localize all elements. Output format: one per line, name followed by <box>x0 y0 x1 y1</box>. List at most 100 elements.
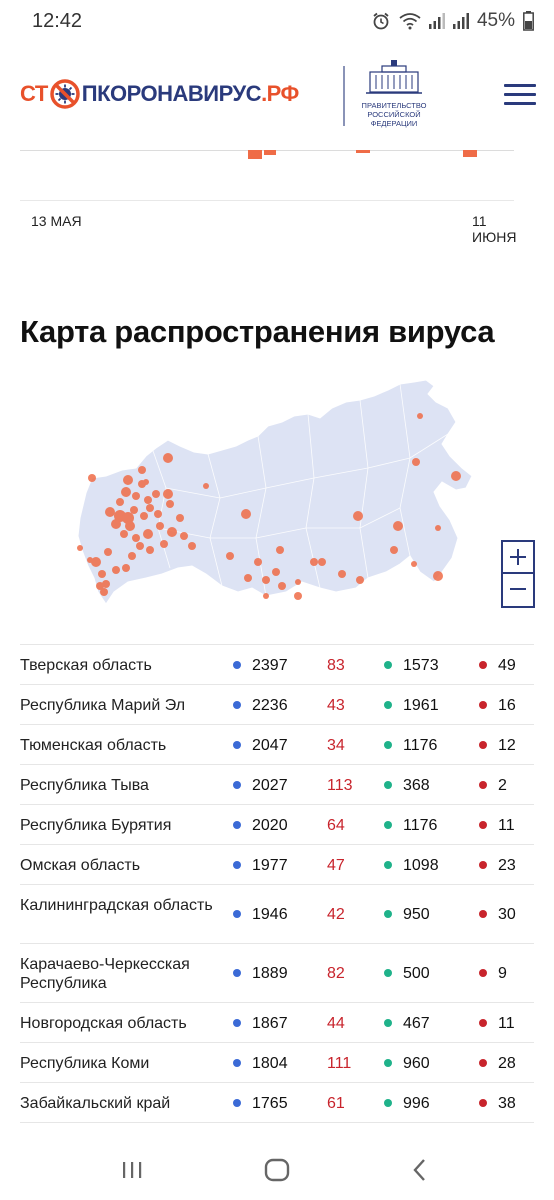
recovered-count: 1176 <box>403 737 438 754</box>
table-row[interactable]: Тюменская область 2047 34 1176 12 <box>20 725 534 765</box>
deaths-dot-icon <box>479 1059 487 1067</box>
deaths-count: 2 <box>498 777 507 794</box>
wifi-icon <box>399 13 421 30</box>
deaths-count: 11 <box>498 817 515 834</box>
deaths-dot-icon <box>479 1019 487 1027</box>
header-divider <box>343 66 345 126</box>
recovered-dot-icon <box>384 1059 392 1067</box>
table-row[interactable]: Калининградская область 1946 42 950 30 <box>20 885 534 944</box>
table-row[interactable]: Республика Бурятия 2020 64 1176 11 <box>20 805 534 845</box>
deaths-count: 23 <box>498 857 516 874</box>
confirmed-dot-icon <box>233 701 241 709</box>
deaths-count: 28 <box>498 1055 516 1072</box>
recovered-count: 368 <box>403 777 430 794</box>
deaths-dot-icon <box>479 861 487 869</box>
new-cases-count: 42 <box>327 906 345 923</box>
region-name: Тверская область <box>20 657 152 674</box>
recovered-count: 1176 <box>403 817 438 834</box>
recovered-dot-icon <box>384 969 392 977</box>
map-section-title: Карта распространения вируса <box>20 314 495 349</box>
region-name: Карачаево-Черкесская Республика <box>20 956 190 992</box>
confirmed-count: 2027 <box>252 777 288 794</box>
chart-bar <box>463 150 477 157</box>
region-name: Новгородская область <box>20 1015 187 1032</box>
region-name: Забайкальский край <box>20 1095 171 1112</box>
recovered-dot-icon <box>384 861 392 869</box>
recovered-count: 1961 <box>403 697 439 714</box>
recovered-dot-icon <box>384 1099 392 1107</box>
recovered-count: 996 <box>403 1095 430 1112</box>
deaths-dot-icon <box>479 741 487 749</box>
region-name: Тюменская область <box>20 737 167 754</box>
confirmed-dot-icon <box>233 969 241 977</box>
confirmed-dot-icon <box>233 661 241 669</box>
map-zoom-in-button[interactable] <box>501 540 535 574</box>
new-cases-count: 111 <box>327 1055 352 1072</box>
russia-map[interactable] <box>70 378 478 608</box>
new-cases-count: 64 <box>327 817 345 834</box>
confirmed-dot-icon <box>233 1019 241 1027</box>
confirmed-count: 1804 <box>252 1055 288 1072</box>
table-row[interactable]: Республика Коми 1804 111 960 28 <box>20 1043 534 1083</box>
table-row[interactable]: Новгородская область 1867 44 467 11 <box>20 1003 534 1043</box>
region-name: Республика Бурятия <box>20 817 172 834</box>
status-time: 12:42 <box>32 10 83 32</box>
deaths-count: 38 <box>498 1095 516 1112</box>
confirmed-count: 2236 <box>252 697 288 714</box>
new-cases-count: 61 <box>327 1095 345 1112</box>
back-icon[interactable] <box>410 1158 430 1182</box>
site-header: СТ ПКОРОНАВИРУС .РФ <box>0 56 554 136</box>
recent-apps-icon[interactable] <box>120 1158 144 1182</box>
table-row[interactable]: Республика Марий Эл 2236 43 1961 16 <box>20 685 534 725</box>
recovered-count: 960 <box>403 1055 430 1072</box>
confirmed-dot-icon <box>233 1099 241 1107</box>
status-bar: 12:42 45% <box>0 0 554 44</box>
home-icon[interactable] <box>264 1158 290 1182</box>
alarm-icon <box>373 12 389 30</box>
table-row[interactable]: Забайкальский край 1765 61 996 38 <box>20 1083 534 1123</box>
russia-land <box>77 379 473 605</box>
status-icons: 45% <box>371 10 534 32</box>
confirmed-dot-icon <box>233 861 241 869</box>
android-navigation-bar <box>0 1144 554 1200</box>
gov-text-line1: ПРАВИТЕЛЬСТВО <box>361 101 427 110</box>
table-row[interactable]: Республика Тыва 2027 113 368 2 <box>20 765 534 805</box>
battery-percent: 45% <box>476 10 515 31</box>
new-cases-count: 113 <box>327 777 353 794</box>
chart-x-end-label: 11 ИЮНЯ <box>472 213 517 245</box>
deaths-count: 9 <box>498 965 507 982</box>
chart-x-start-label: 13 МАЯ <box>31 213 82 229</box>
confirmed-dot-icon <box>233 910 241 918</box>
deaths-count: 11 <box>498 1015 515 1032</box>
recovered-dot-icon <box>384 781 392 789</box>
logo-text-part2: ПКОРОНАВИРУС <box>81 81 262 106</box>
logo-text-part3: .РФ <box>261 81 299 106</box>
table-row[interactable]: Карачаево-Черкесская Республика 1889 82 500… <box>20 944 534 1003</box>
region-name: Калининградская область <box>20 897 213 914</box>
chart-x-axis <box>20 200 514 201</box>
deaths-dot-icon <box>479 661 487 669</box>
region-name: Республика Марий Эл <box>20 697 186 714</box>
recovered-dot-icon <box>384 661 392 669</box>
recovered-count: 1098 <box>403 857 439 874</box>
chart-bar <box>264 150 276 155</box>
deaths-count: 49 <box>498 657 516 674</box>
confirmed-count: 1977 <box>252 857 288 874</box>
government-emblem[interactable]: ПРАВИТЕЛЬСТВО РОССИЙСКОЙ ФЕДЕРАЦИИ <box>356 60 432 128</box>
battery-icon <box>523 11 534 31</box>
table-row[interactable]: Омская область 1977 47 1098 23 <box>20 845 534 885</box>
hamburger-menu-icon[interactable] <box>504 84 536 108</box>
recovered-count: 1573 <box>403 657 439 674</box>
logo-text-part1: СТ <box>20 81 48 106</box>
government-text: ПРАВИТЕЛЬСТВО РОССИЙСКОЙ ФЕДЕРАЦИИ <box>356 101 432 128</box>
chart-bar <box>248 150 262 159</box>
gov-text-line3: ФЕДЕРАЦИИ <box>370 119 418 128</box>
site-logo[interactable]: СТ ПКОРОНАВИРУС .РФ <box>20 78 299 110</box>
recovered-count: 500 <box>403 965 430 982</box>
confirmed-count: 1765 <box>252 1095 288 1112</box>
confirmed-count: 1889 <box>252 965 288 982</box>
gov-text-line2: РОССИЙСКОЙ <box>367 110 421 119</box>
map-zoom-out-button[interactable] <box>501 574 535 608</box>
table-row[interactable]: Тверская область 2397 83 1573 49 <box>20 645 534 685</box>
virus-stop-icon <box>50 79 80 109</box>
